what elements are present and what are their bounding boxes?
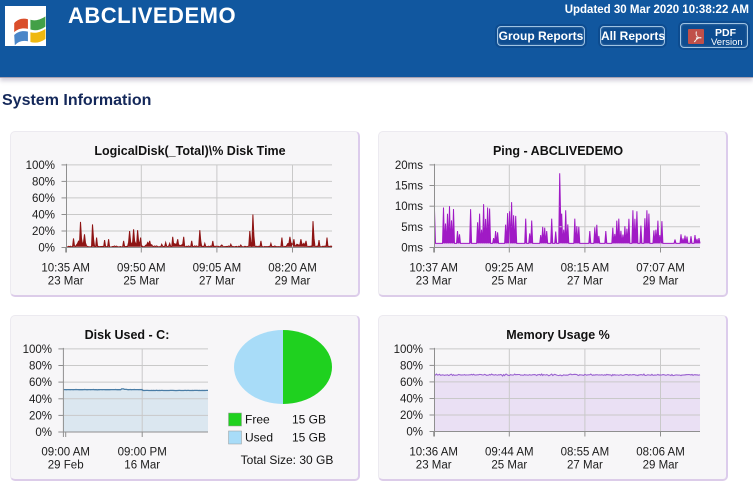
svg-text:60%: 60%	[29, 377, 52, 389]
svg-text:5ms: 5ms	[401, 222, 423, 234]
svg-text:100%: 100%	[26, 160, 55, 172]
svg-text:20%: 20%	[29, 410, 52, 422]
svg-text:08:55 AM: 08:55 AM	[561, 447, 610, 459]
svg-text:0%: 0%	[406, 427, 423, 439]
svg-text:25 Mar: 25 Mar	[491, 460, 527, 472]
svg-text:10ms: 10ms	[395, 201, 423, 213]
svg-text:0%: 0%	[35, 427, 52, 439]
svg-text:09:25 AM: 09:25 AM	[485, 263, 534, 275]
svg-text:27 Mar: 27 Mar	[567, 276, 603, 288]
svg-text:29 Feb: 29 Feb	[48, 460, 84, 472]
svg-text:10:37 AM: 10:37 AM	[409, 263, 458, 275]
svg-text:09:00 AM: 09:00 AM	[41, 447, 90, 459]
svg-text:40%: 40%	[32, 210, 55, 222]
svg-text:27 Mar: 27 Mar	[567, 460, 603, 472]
svg-text:27 Mar: 27 Mar	[199, 276, 235, 288]
svg-text:Memory Usage %: Memory Usage %	[506, 328, 610, 342]
svg-text:23 Mar: 23 Mar	[416, 460, 452, 472]
svg-text:Ping - ABCLIVEDEMO: Ping - ABCLIVEDEMO	[493, 144, 623, 158]
svg-text:60%: 60%	[32, 193, 55, 205]
svg-text:09:05 AM: 09:05 AM	[193, 263, 242, 275]
svg-text:29 Mar: 29 Mar	[643, 460, 679, 472]
svg-text:23 Mar: 23 Mar	[416, 276, 452, 288]
svg-text:08:20 AM: 08:20 AM	[268, 263, 317, 275]
svg-text:15 GB: 15 GB	[292, 431, 326, 445]
svg-text:25 Mar: 25 Mar	[491, 276, 527, 288]
svg-text:Total Size: 30 GB: Total Size: 30 GB	[241, 453, 334, 467]
svg-text:16 Mar: 16 Mar	[124, 460, 160, 472]
svg-text:80%: 80%	[400, 360, 423, 372]
svg-text:25 Mar: 25 Mar	[123, 276, 159, 288]
svg-text:08:15 AM: 08:15 AM	[561, 263, 610, 275]
svg-text:23 Mar: 23 Mar	[48, 276, 84, 288]
svg-text:07:07 AM: 07:07 AM	[636, 263, 685, 275]
svg-text:10:35 AM: 10:35 AM	[41, 263, 90, 275]
svg-text:80%: 80%	[29, 361, 52, 373]
svg-text:0%: 0%	[38, 243, 55, 255]
svg-text:0ms: 0ms	[401, 243, 423, 255]
svg-text:Disk Used - C:: Disk Used - C:	[85, 328, 170, 342]
svg-text:100%: 100%	[394, 344, 423, 356]
svg-text:29 Mar: 29 Mar	[275, 276, 311, 288]
svg-text:08:06 AM: 08:06 AM	[636, 447, 685, 459]
svg-text:09:44 AM: 09:44 AM	[485, 447, 534, 459]
svg-text:LogicalDisk(_Total)\% Disk Tim: LogicalDisk(_Total)\% Disk Time	[94, 144, 285, 158]
svg-text:20%: 20%	[32, 226, 55, 238]
svg-text:100%: 100%	[23, 344, 52, 356]
svg-text:60%: 60%	[400, 377, 423, 389]
svg-text:Free: Free	[245, 413, 270, 427]
svg-text:40%: 40%	[400, 394, 423, 406]
svg-text:20ms: 20ms	[395, 160, 423, 172]
svg-text:09:00 PM: 09:00 PM	[118, 447, 167, 459]
svg-text:80%: 80%	[32, 176, 55, 188]
svg-text:10:36 AM: 10:36 AM	[409, 447, 458, 459]
svg-text:Used: Used	[245, 431, 273, 445]
svg-text:15 GB: 15 GB	[292, 413, 326, 427]
svg-text:15ms: 15ms	[395, 181, 423, 193]
svg-text:40%: 40%	[29, 394, 52, 406]
svg-text:29 Mar: 29 Mar	[643, 276, 679, 288]
svg-text:09:50 AM: 09:50 AM	[117, 263, 166, 275]
svg-text:20%: 20%	[400, 410, 423, 422]
